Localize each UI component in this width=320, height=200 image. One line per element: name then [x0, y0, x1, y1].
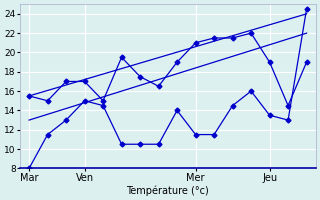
X-axis label: Température (°c): Température (°c) — [126, 185, 209, 196]
